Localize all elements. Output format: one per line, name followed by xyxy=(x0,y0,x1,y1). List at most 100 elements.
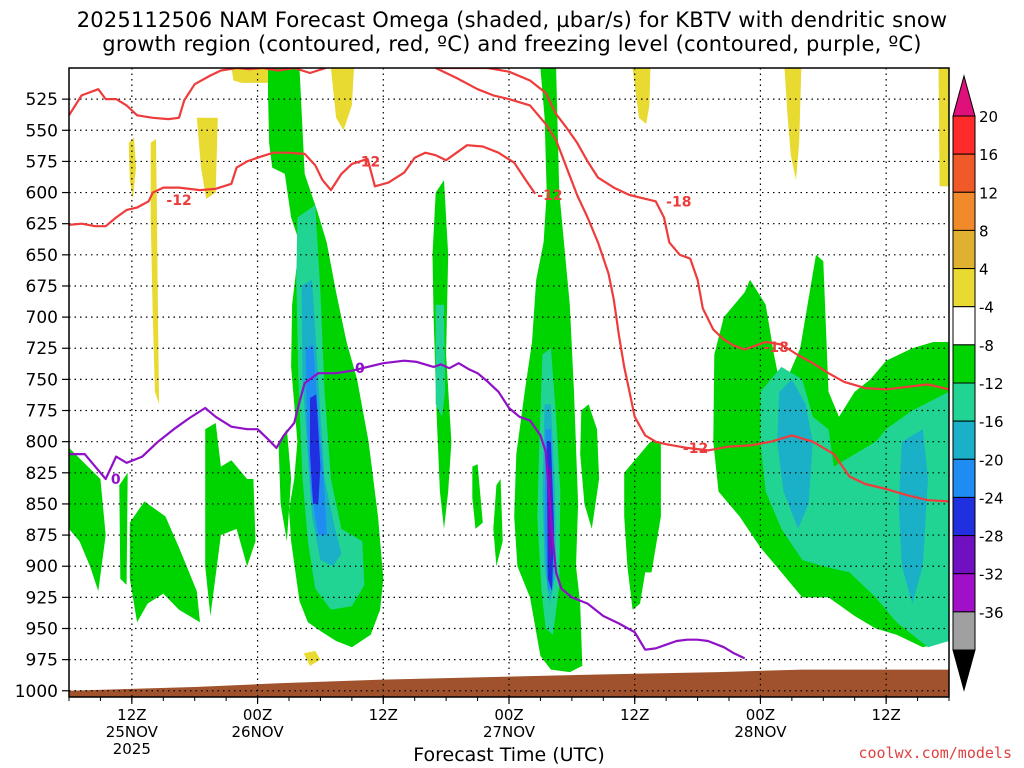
omega-region-29 xyxy=(777,379,813,529)
contour-label-4: -18 xyxy=(764,340,789,356)
y-tick-label-850: 850 xyxy=(26,495,58,515)
omega-region-18 xyxy=(493,479,503,567)
colorbar-swatch-1 xyxy=(952,153,976,193)
dendritic-minus18-line xyxy=(440,68,949,391)
omega-shading-layer xyxy=(69,68,949,673)
x-tick-label-66: 00Z xyxy=(746,706,775,724)
y-tick-label-825: 825 xyxy=(26,464,58,484)
y-tick-label-575: 575 xyxy=(26,152,58,172)
colorbar-swatch-0 xyxy=(952,115,976,155)
omega-region-17 xyxy=(472,464,483,529)
x-tick-label-6: 12Z xyxy=(117,706,146,724)
y-tick-label-550: 550 xyxy=(26,121,58,141)
y-tick-label-875: 875 xyxy=(26,526,58,546)
y-tick-label-725: 725 xyxy=(26,339,58,359)
contour-label-6: 0 xyxy=(111,472,121,488)
colorbar-label-6: -8 xyxy=(979,337,994,355)
omega-region-7 xyxy=(632,68,651,124)
contour-label-2: -12 xyxy=(537,188,562,204)
y-tick-label-1000: 1000 xyxy=(15,682,58,702)
omega-region-33 xyxy=(310,394,321,504)
x-date-label-66: 28NOV xyxy=(734,723,787,741)
gridlines xyxy=(69,68,949,697)
colorbar-swatch-2 xyxy=(952,191,976,231)
contour-label-7: 0 xyxy=(355,361,365,377)
colorbar-swatch-8 xyxy=(952,420,976,460)
x-tick-label-18: 00Z xyxy=(243,706,272,724)
x-date-label-42: 27NOV xyxy=(483,723,536,741)
x-tick-label-42: 00Z xyxy=(494,706,523,724)
omega-region-8 xyxy=(784,68,802,181)
chart-title-line-1: 2025112506 NAM Forecast Omega (shaded, µ… xyxy=(76,8,948,32)
y-tick-label-600: 600 xyxy=(26,184,58,204)
ground-surface xyxy=(69,669,949,697)
x-date-label-18: 26NOV xyxy=(232,723,285,741)
colorbar: 20 16 12 8 4 -4 -8 -12 -16 -20 -24 -28 -32 -36 xyxy=(952,74,1004,692)
y-tick-label-625: 625 xyxy=(26,215,58,235)
y-axis: 525 550 575 600 625 650 675 700 725 750 775 800 825 8… xyxy=(15,90,69,702)
omega-region-2 xyxy=(196,117,218,199)
colorbar-swatch-11 xyxy=(952,535,976,575)
dendritic-minus12-upper-line xyxy=(69,68,327,121)
colorbar-label-4: 4 xyxy=(979,261,989,279)
omega-region-11 xyxy=(119,472,128,585)
contour-label-1: -12 xyxy=(355,154,380,170)
omega-region-21 xyxy=(624,441,661,610)
y-tick-label-700: 700 xyxy=(26,308,58,328)
y-tick-label-650: 650 xyxy=(26,246,58,266)
colorbar-label-2: 12 xyxy=(979,184,998,202)
colorbar-swatch-10 xyxy=(952,496,976,537)
colorbar-label-11: -28 xyxy=(979,528,1004,546)
colorbar-swatch-5 xyxy=(952,306,976,346)
x-tick-label-30: 12Z xyxy=(369,706,398,724)
site-credit: coolwx.com/models xyxy=(858,744,1012,762)
omega-region-15 xyxy=(278,429,292,542)
colorbar-swatch-13 xyxy=(952,611,976,651)
contour-label-5: -12 xyxy=(683,441,708,457)
contour-labels: -12 -12 -12 -18 -18 -12 0 0 xyxy=(111,154,789,488)
omega-region-1 xyxy=(150,139,160,405)
colorbar-swatch-12 xyxy=(952,573,976,613)
colorbar-label-1: 16 xyxy=(979,146,998,164)
colorbar-swatch-7 xyxy=(952,382,976,422)
colorbar-swatch-6 xyxy=(952,344,976,384)
omega-region-9 xyxy=(938,68,949,187)
colorbar-top-arrow xyxy=(952,74,976,117)
colorbar-label-12: -32 xyxy=(979,566,1004,584)
omega-region-4 xyxy=(330,68,354,131)
omega-region-24 xyxy=(435,304,446,417)
y-tick-label-900: 900 xyxy=(26,557,58,577)
colorbar-swatch-3 xyxy=(952,229,976,270)
omega-region-20 xyxy=(580,404,600,529)
contour-label-3: -18 xyxy=(666,194,691,210)
freezing-level-line xyxy=(69,359,746,660)
omega-region-12 xyxy=(129,501,200,623)
y-tick-label-950: 950 xyxy=(26,619,58,639)
y-tick-label-675: 675 xyxy=(26,277,58,297)
y-tick-label-525: 525 xyxy=(26,90,58,110)
chart-title-line-2: growth region (contoured, red, ºC) and f… xyxy=(102,32,922,56)
y-tick-label-800: 800 xyxy=(26,433,58,453)
colorbar-label-8: -16 xyxy=(979,413,1004,431)
y-tick-label-750: 750 xyxy=(26,370,58,390)
colorbar-label-0: 20 xyxy=(979,108,998,126)
colorbar-label-7: -12 xyxy=(979,375,1004,393)
dendritic-minus12-lower-line xyxy=(69,144,537,228)
omega-region-6 xyxy=(303,650,321,666)
omega-region-14 xyxy=(268,68,384,648)
ground-layer xyxy=(69,669,949,697)
colorbar-bottom-arrow xyxy=(952,649,976,692)
colorbar-label-10: -24 xyxy=(979,489,1004,507)
omega-region-10 xyxy=(69,447,106,592)
colorbar-swatch-4 xyxy=(952,268,976,308)
colorbar-label-13: -36 xyxy=(979,604,1004,622)
colorbar-label-3: 8 xyxy=(979,222,989,240)
colorbar-label-9: -20 xyxy=(979,451,1004,469)
x-year-label-6: 2025 xyxy=(113,740,151,758)
y-tick-label-925: 925 xyxy=(26,588,58,608)
omega-region-13 xyxy=(205,423,256,616)
y-tick-label-975: 975 xyxy=(26,651,58,671)
x-tick-label-54: 12Z xyxy=(620,706,649,724)
